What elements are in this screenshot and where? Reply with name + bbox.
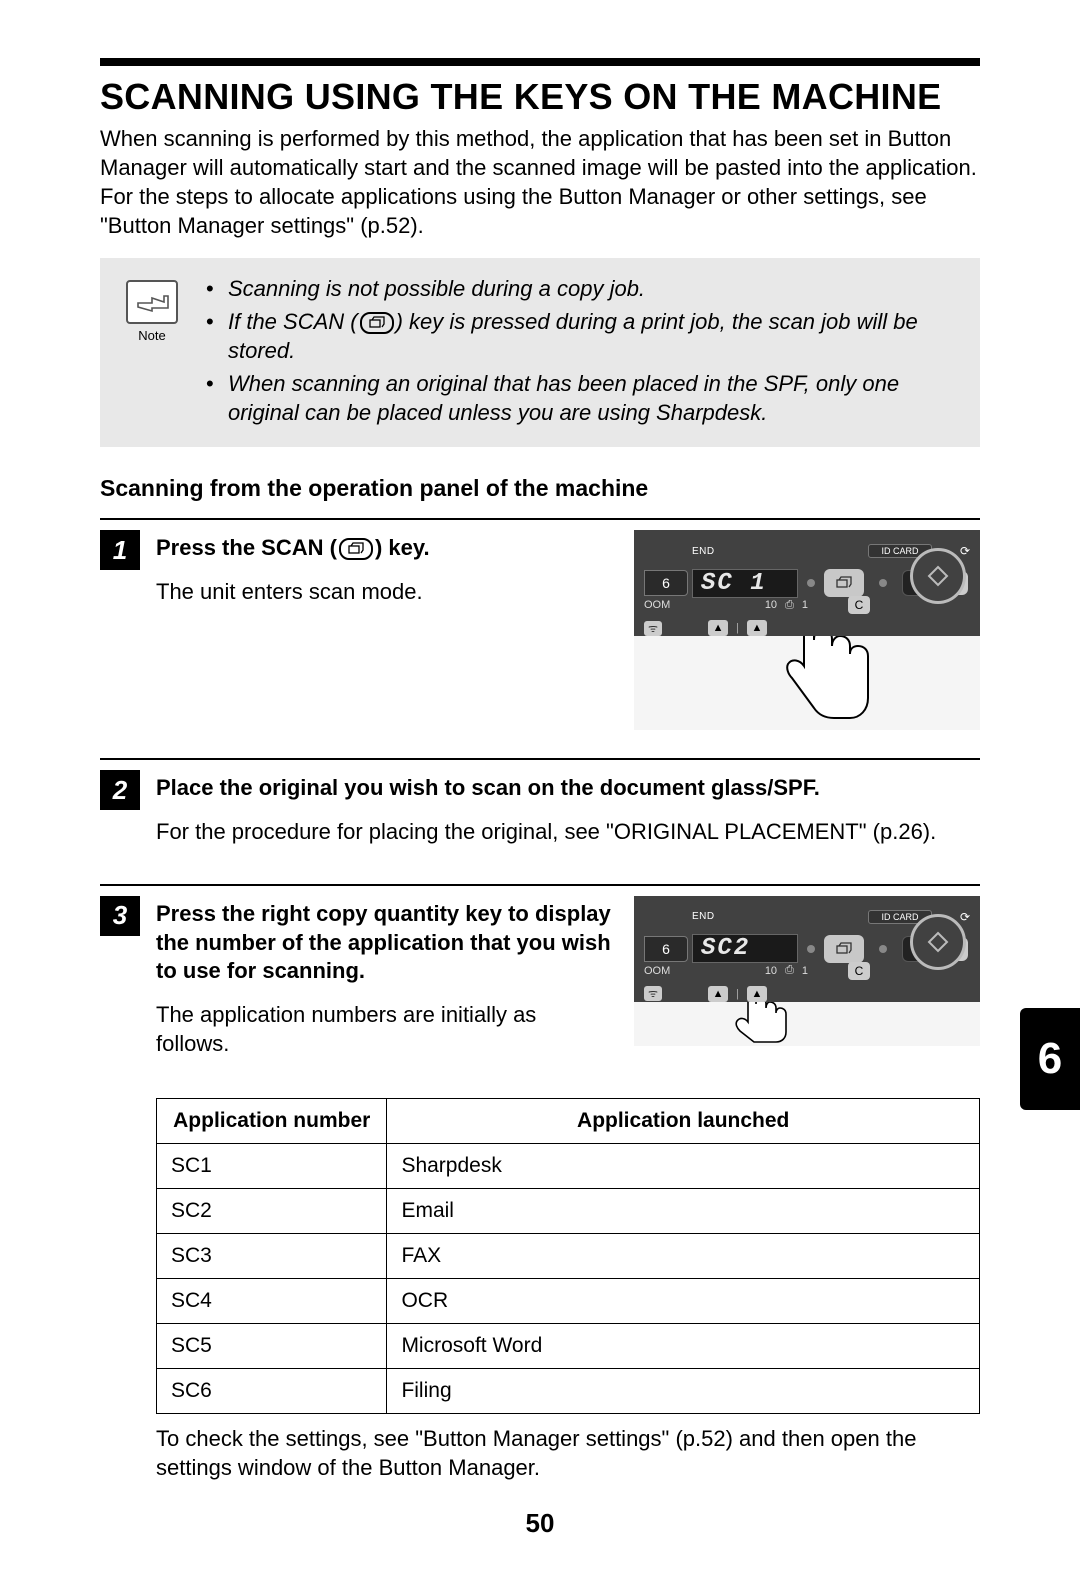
pointing-hand-icon <box>752 636 882 730</box>
table-cell: SC6 <box>157 1368 387 1413</box>
table-cell: SC4 <box>157 1278 387 1323</box>
panel-label-oom: OOM <box>644 599 670 611</box>
table-header-appnum: Application number <box>157 1098 387 1143</box>
panel-led-2 <box>879 579 887 587</box>
panel-below-1 <box>634 636 980 730</box>
table-cell: Sharpdesk <box>387 1143 980 1188</box>
step-1-title-a: Press the SCAN ( <box>156 535 337 560</box>
note-item-1: Scanning is not possible during a copy j… <box>206 274 958 303</box>
table-header-applaunched: Application launched <box>387 1098 980 1143</box>
step-number-2: 2 <box>100 770 140 810</box>
table-row: SC5Microsoft Word <box>157 1323 980 1368</box>
panel-led-1 <box>807 579 815 587</box>
panel-c-button: C <box>848 596 870 614</box>
wifi-icon: ᯤ <box>644 986 662 1001</box>
step-number-3: 3 <box>100 896 140 936</box>
table-cell: Filing <box>387 1368 980 1413</box>
table-header-row: Application number Application launched <box>157 1098 980 1143</box>
note-box: Note Scanning is not possible during a c… <box>100 258 980 447</box>
note-item-2a: If the SCAN ( <box>228 309 358 334</box>
note-hand-icon <box>126 280 178 324</box>
table-row: SC6Filing <box>157 1368 980 1413</box>
table-cell: OCR <box>387 1278 980 1323</box>
step-1-title: Press the SCAN ( ) key. <box>156 534 614 563</box>
note-label: Note <box>122 328 182 343</box>
panel-start-button <box>910 548 966 604</box>
panel-label-10: 10 <box>765 599 777 611</box>
note-item-3: When scanning an original that has been … <box>206 369 958 427</box>
panel-label-end: END <box>692 911 798 922</box>
pointing-hand-icon <box>722 1002 792 1046</box>
table-cell: Email <box>387 1188 980 1233</box>
step-number-1: 1 <box>100 530 140 570</box>
arrow-up-key: ▲ <box>708 620 728 636</box>
note-list: Scanning is not possible during a copy j… <box>206 274 958 431</box>
table-cell: Microsoft Word <box>387 1323 980 1368</box>
copies-icon: ⎙ <box>785 599 794 612</box>
step-2: 2 Place the original you wish to scan on… <box>100 758 980 856</box>
panel-led-2 <box>879 945 887 953</box>
panel-below-2 <box>634 1002 980 1046</box>
step-3: 3 Press the right copy quantity key to d… <box>100 884 980 1068</box>
arrow-up-key: ▲ <box>708 986 728 1002</box>
application-table-wrap: Application number Application launched … <box>156 1098 980 1414</box>
subheading: Scanning from the operation panel of the… <box>100 475 980 502</box>
step-rule <box>100 518 980 520</box>
wifi-icon: ᯤ <box>644 621 662 636</box>
panel-c-button: C <box>848 962 870 980</box>
chapter-side-tab: 6 <box>1020 1008 1080 1110</box>
step-3-desc: The application numbers are initially as… <box>156 1000 614 1058</box>
table-cell: SC3 <box>157 1233 387 1278</box>
step-rule <box>100 884 980 886</box>
step-1-title-b: ) key. <box>375 535 430 560</box>
scan-key-icon <box>339 538 373 560</box>
panel-label-oom: OOM <box>644 965 670 977</box>
application-table: Application number Application launched … <box>156 1098 980 1414</box>
panel-scan-button <box>824 935 864 963</box>
note-item-2: If the SCAN () key is pressed during a p… <box>206 307 958 365</box>
page-number: 50 <box>100 1508 980 1539</box>
table-row: SC3FAX <box>157 1233 980 1278</box>
note-icon-wrap: Note <box>122 274 182 431</box>
panel-label-10: 10 <box>765 965 777 977</box>
scan-key-icon <box>360 312 394 334</box>
table-row: SC2Email <box>157 1188 980 1233</box>
panel-key-6: 6 <box>644 570 688 596</box>
table-row: SC4OCR <box>157 1278 980 1323</box>
step-2-title: Place the original you wish to scan on t… <box>156 774 980 803</box>
panel-scan-button <box>824 569 864 597</box>
panel-label-1: 1 <box>802 965 808 977</box>
arrow-up-key-2: ▲ <box>747 620 767 636</box>
control-panel-2: END ID CARD ⟳ 6 SC2 <box>634 896 980 1002</box>
page-title: SCANNING USING THE KEYS ON THE MACHINE <box>100 76 980 118</box>
intro-paragraph: When scanning is performed by this metho… <box>100 124 980 240</box>
table-cell: FAX <box>387 1233 980 1278</box>
arrow-up-key-2: ▲ <box>747 986 767 1002</box>
panel-label-end: END <box>692 546 798 557</box>
step-3-title: Press the right copy quantity key to dis… <box>156 900 614 986</box>
panel-label-1: 1 <box>802 599 808 611</box>
step-2-desc: For the procedure for placing the origin… <box>156 817 980 846</box>
step-1: 1 Press the SCAN ( ) key. The unit enters… <box>100 518 980 730</box>
step-1-desc: The unit enters scan mode. <box>156 577 614 606</box>
panel-key-6: 6 <box>644 936 688 962</box>
table-cell: SC1 <box>157 1143 387 1188</box>
copies-icon: ⎙ <box>785 964 794 977</box>
panel-led-1 <box>807 945 815 953</box>
table-cell: SC2 <box>157 1188 387 1233</box>
step-1-panel: END ID CARD ⟳ 6 SC 1 <box>634 530 980 730</box>
top-rule <box>100 58 980 66</box>
table-row: SC1Sharpdesk <box>157 1143 980 1188</box>
table-caption: To check the settings, see "Button Manag… <box>156 1424 980 1482</box>
panel-start-button <box>910 914 966 970</box>
step-rule <box>100 758 980 760</box>
control-panel-1: END ID CARD ⟳ 6 SC 1 <box>634 530 980 636</box>
step-3-panel: END ID CARD ⟳ 6 SC2 <box>634 896 980 1068</box>
table-cell: SC5 <box>157 1323 387 1368</box>
